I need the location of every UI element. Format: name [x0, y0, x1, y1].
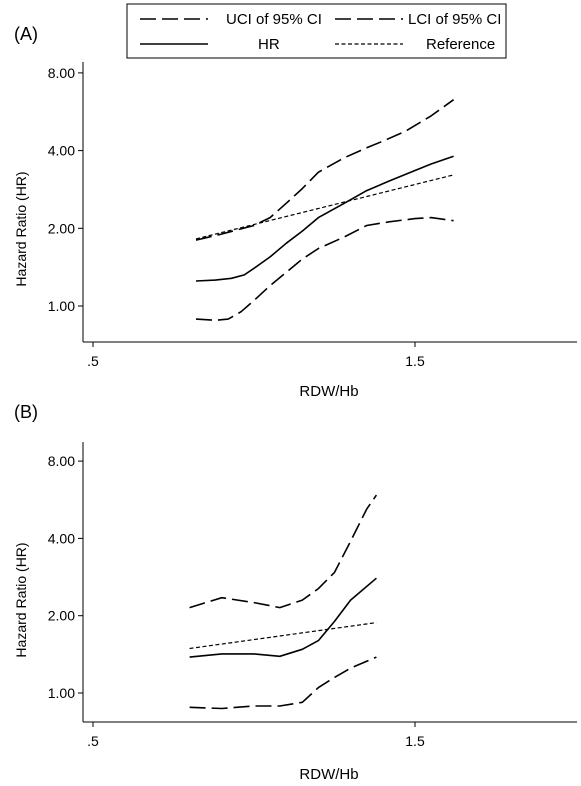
series-line-uci-of-95-ci [195, 99, 455, 241]
panel-a-label: (A) [14, 24, 38, 44]
panel-b-y-axis-label: Hazard Ratio (HR) [13, 542, 29, 657]
series-line-lci-of-95-ci [195, 216, 454, 322]
y-tick-label: 2.00 [48, 220, 75, 236]
panel-a: (A) Hazard Ratio (HR) RDW/Hb 1.00 2.00 4.0… [13, 24, 577, 400]
legend-label-reference: Reference [426, 36, 495, 53]
series-line-reference [189, 622, 377, 650]
panel-b-x-axis-label: RDW/Hb [299, 766, 358, 783]
series-line-uci-of-95-ci [189, 494, 378, 609]
legend: UCI of 95% CI LCI of 95% CI HR Reference [126, 3, 507, 59]
panel-a-y-axis-label: Hazard Ratio (HR) [13, 171, 29, 286]
series-line-reference [195, 174, 454, 240]
panel-b-series [189, 494, 378, 710]
y-tick-label: 4.00 [48, 143, 75, 159]
panel-a-axes: 1.00 2.00 4.00 8.00 .5 1.5 [48, 62, 577, 369]
series-line-lci-of-95-ci [189, 656, 377, 710]
panel-a-series [195, 99, 455, 322]
series-line-hr [189, 577, 377, 658]
y-tick-label: 1.00 [48, 685, 75, 701]
y-tick-label: 2.00 [48, 608, 75, 624]
panel-b-axes: 1.00 2.00 4.00 8.00 .5 1.5 [48, 442, 577, 749]
series-line-hr [195, 155, 454, 282]
y-tick-label: 4.00 [48, 530, 75, 546]
y-tick-label: 8.00 [48, 65, 75, 81]
panel-a-x-axis-label: RDW/Hb [299, 383, 358, 400]
x-tick-label: .5 [87, 733, 99, 749]
legend-box [126, 3, 507, 59]
y-tick-label: 8.00 [48, 453, 75, 469]
x-tick-label: 1.5 [405, 733, 425, 749]
x-tick-label: 1.5 [405, 353, 425, 369]
legend-label-lci: LCI of 95% CI [408, 11, 501, 28]
y-tick-label: 1.00 [48, 298, 75, 314]
legend-label-uci: UCI of 95% CI [226, 11, 322, 28]
x-tick-label: .5 [87, 353, 99, 369]
panel-b: (B) Hazard Ratio (HR) RDW/Hb 1.00 2.00 4.0… [13, 402, 577, 783]
panel-b-label: (B) [14, 402, 38, 422]
legend-label-hr: HR [258, 36, 280, 53]
